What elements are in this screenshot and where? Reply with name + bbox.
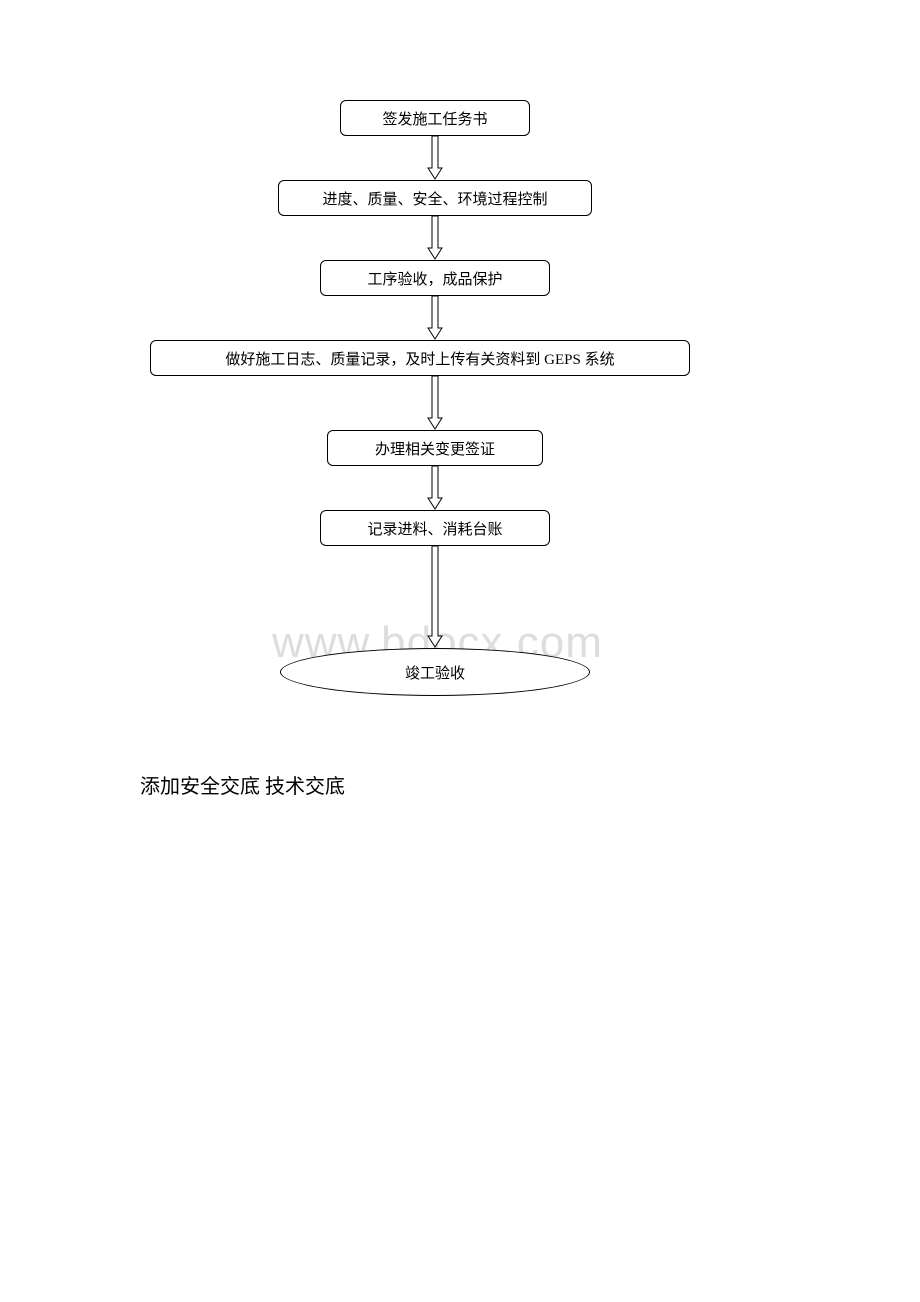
flowchart-arrow: [426, 296, 444, 340]
flowchart-arrow: [426, 466, 444, 510]
flowchart-arrow: [426, 376, 444, 430]
flowchart-arrow: [426, 216, 444, 260]
node-label: 记录进料、消耗台账: [367, 518, 502, 539]
flowchart-arrow: [426, 136, 444, 180]
flowchart-terminal-node: 竣工验收: [280, 648, 590, 696]
caption-text: 添加安全交底 技术交底: [140, 770, 345, 799]
node-label: 办理相关变更签证: [375, 438, 495, 459]
node-label: 签发施工任务书: [382, 108, 487, 129]
flowchart-process-node: 做好施工日志、质量记录，及时上传有关资料到 GEPS 系统: [150, 340, 690, 376]
flowchart-arrow: [426, 546, 444, 648]
flowchart-process-node: 记录进料、消耗台账: [320, 510, 550, 546]
node-label: 竣工验收: [405, 662, 465, 683]
flowchart-process-node: 工序验收，成品保护: [320, 260, 550, 296]
flowchart-process-node: 签发施工任务书: [340, 100, 530, 136]
node-label: 进度、质量、安全、环境过程控制: [322, 188, 547, 209]
flowchart-process-node: 进度、质量、安全、环境过程控制: [278, 180, 592, 216]
node-label: 做好施工日志、质量记录，及时上传有关资料到 GEPS 系统: [225, 348, 614, 369]
node-label: 工序验收，成品保护: [367, 268, 502, 289]
flowchart-process-node: 办理相关变更签证: [327, 430, 543, 466]
